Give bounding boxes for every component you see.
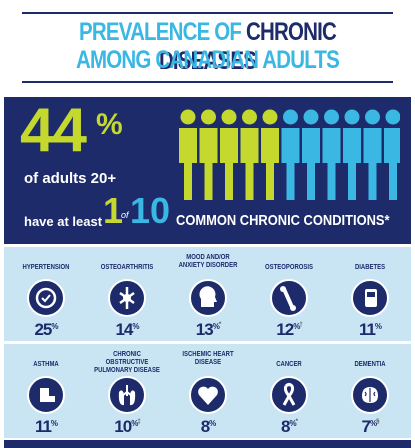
percentage-value: 11 [34,417,52,436]
percentage-sign: % [370,419,377,428]
condition-percentage: 10%‡ [87,417,167,437]
person-figure [384,109,400,200]
percentage-value: 10 [114,417,132,436]
percentage-value: 14 [115,320,133,339]
percentage-value: 11 [358,320,376,339]
head-icon [189,279,227,317]
person-figure [199,109,218,200]
condition-label: CANCER [276,361,302,368]
percentage-sign: % [293,322,300,331]
top-rule [22,12,393,14]
footnote-mark: ‡ [137,419,141,425]
brain-icon [351,376,389,414]
percentage-sign: % [289,419,297,428]
percentage-sign: % [209,419,216,428]
condition-label: DEMENTIA [354,361,386,368]
of-adults-text: of adults 20+ [24,170,117,187]
common-conditions-text: COMMON CHRONIC CONDITIONS* [176,212,390,229]
ribbon-icon [270,376,308,414]
condition-label: HYPERTENSION [22,264,70,271]
person-figure [363,109,382,200]
ten-digits: 10 [130,190,171,231]
one-digit: 1 [103,190,124,231]
percentage-sign: % [50,419,58,428]
title-line-2: AMONG CANADIAN ADULTS [76,46,340,74]
percentage-value: 8 [200,417,211,436]
percentage-sign: % [374,322,382,331]
condition-percentage: 8% [168,417,248,437]
title-dark-part: CHRONIC DISEASES [158,18,337,75]
footnote-mark: † [299,322,303,328]
condition-label: OSTEOARTHRITIS [100,264,154,271]
title-line-1: PREVALENCE OF CHRONIC DISEASES [37,18,377,76]
heart-icon [189,376,227,414]
big-percentage-sign: % [96,108,123,141]
condition-percentage: 7%§ [330,417,410,437]
person-figure [343,109,361,200]
condition-percentage: 13%* [168,320,248,340]
lungs-icon [108,376,146,414]
footnote-mark: § [376,419,380,425]
percentage-value: 7 [361,417,372,436]
person-figure [220,109,238,200]
condition-label: MOOD AND/OR ANXIETY DISORDER [178,254,238,269]
person-figure [179,109,197,200]
person-figure [240,109,259,200]
heart-pressure-icon [27,279,65,317]
people-pictogram [179,109,400,200]
percentage-value: 13 [195,320,214,339]
condition-percentage: 11% [6,417,86,437]
of-word: of [121,210,129,220]
percentage-sign: % [212,322,220,331]
condition-percentage: 14% [87,320,167,340]
big-percentage: 44 [20,96,87,165]
have-at-least-text: have at least [24,214,103,229]
footnote-mark: * [295,419,299,425]
condition-label: DIABETES [354,264,386,271]
condition-percentage: 12%† [249,320,329,340]
inhaler-icon [27,376,65,414]
person-figure [261,109,279,200]
percentage-value: 25 [34,320,52,339]
bottom-bar [4,440,411,448]
condition-label: ASTHMA [33,361,59,368]
condition-percentage: 8%* [249,417,329,437]
condition-label: OSTEOPOROSIS [265,264,313,271]
footnote-mark: * [218,322,222,328]
joint-icon [108,279,146,317]
condition-percentage: 25% [6,320,86,340]
percentage-value: 8 [281,417,291,436]
percentage-sign: % [132,322,139,331]
bone-icon [270,279,308,317]
person-figure [281,109,300,200]
condition-label: ISCHEMIC HEART DISEASE [182,351,234,366]
percentage-sign: % [131,419,138,428]
percentage-value: 12 [276,320,294,339]
condition-percentage: 11% [330,320,410,340]
person-figure [302,109,320,200]
percentage-sign: % [51,322,58,331]
condition-label: CHRONIC OBSTRUCTIVE PULMONARY DISEASE [94,351,160,374]
person-figure [322,109,341,200]
title-light-part: PREVALENCE OF [79,18,242,46]
glucose-meter-icon [351,279,389,317]
title-bottom-rule [22,81,393,83]
